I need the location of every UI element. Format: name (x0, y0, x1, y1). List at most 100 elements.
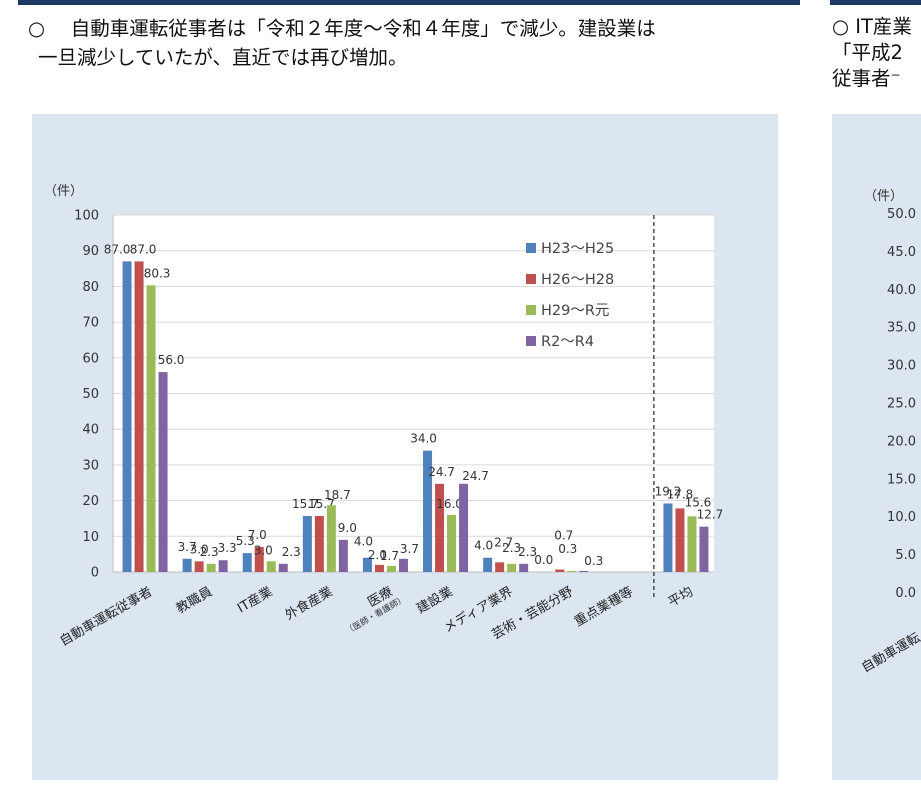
bar-1-2 (254, 547, 264, 572)
slide-heading: ○ 自動車運転従事者は「令和２年度～令和４年度」で減少。建設業は 一旦減少してい… (28, 14, 656, 72)
data-label-2-2: 3.0 (254, 543, 273, 557)
bar-3-6 (519, 563, 529, 572)
y-tick-label: 50 (82, 387, 99, 402)
legend-swatch-0 (526, 243, 536, 253)
bar-0-4 (362, 557, 372, 572)
bar-1-3 (314, 515, 324, 572)
data-label-3-3: 9.0 (338, 521, 357, 535)
category-label-2: IT産業 (235, 584, 276, 617)
top-accent-bar-right (830, 0, 921, 5)
data-label-1-9: 17.8 (667, 487, 694, 501)
bar-0-0 (122, 261, 132, 572)
y-tick-label: 20 (82, 494, 99, 509)
data-label-3-6: 2.3 (518, 545, 537, 559)
y-tick-label: 60 (82, 351, 99, 366)
right-y-tick-label: 20.0 (887, 434, 916, 449)
chart-panel-right (832, 114, 921, 780)
x-tick-label: 建設業 (414, 584, 456, 617)
right-y-tick-label: 0.0 (895, 586, 916, 601)
right-y-tick-label: 5.0 (895, 548, 916, 563)
bar-1-1 (194, 561, 204, 572)
data-label-0-7: 0.0 (534, 553, 553, 567)
data-label-3-2: 2.3 (282, 545, 301, 559)
x-tick-label: 重点業種等 (572, 584, 636, 630)
y-axis-unit: （件） (44, 184, 83, 199)
data-label-1-4: 2.0 (368, 548, 387, 562)
data-label-0-5: 34.0 (410, 432, 437, 446)
data-label-3-0: 56.0 (158, 353, 185, 367)
y-tick-label: 70 (82, 316, 99, 331)
y-tick-label: 30 (82, 458, 99, 473)
legend-label-3: R2～R4 (541, 334, 594, 350)
bar-3-4 (398, 558, 408, 572)
data-label-3-4: 3.7 (400, 542, 419, 556)
data-label-2-5: 16.0 (436, 497, 463, 511)
category-label-4: 医療（医師・看護師） (343, 584, 407, 637)
right-y-tick-label: 30.0 (887, 359, 916, 374)
category-label-3: 外食産業 (282, 584, 335, 624)
right-y-tick-label: 35.0 (887, 321, 916, 336)
data-label-0-1: 3.7 (178, 540, 197, 554)
bar-3-9 (699, 526, 709, 572)
category-label-0: 自動車運転従事者 (57, 584, 155, 649)
bar-3-5 (459, 483, 469, 572)
heading-line-2: 一旦減少していたが、直近では再び増加。 (38, 46, 408, 69)
y-tick-label: 90 (82, 244, 99, 259)
right-y-tick-label: 10.0 (887, 510, 916, 525)
right-category-label: 自動車運転 (859, 630, 921, 675)
right-y-tick-label: 25.0 (887, 397, 916, 412)
right-heading-line-1: ○ IT産業 (832, 15, 912, 38)
bar-2-2 (266, 561, 276, 572)
data-label-1-7: 0.7 (554, 529, 573, 543)
data-label-1-0: 87.0 (130, 242, 157, 256)
bar-3-2 (278, 563, 288, 572)
data-label-3-7: 0.3 (584, 554, 603, 568)
right-heading: ○ IT産業 「平成2 従事者⁻ (832, 14, 912, 92)
bar-3-3 (338, 539, 348, 572)
right-x-tick-label: 自動車運転 (859, 630, 921, 675)
right-heading-line-3: 従事者⁻ (832, 67, 901, 90)
bar-1-6 (495, 562, 505, 572)
data-label-1-6: 2.7 (494, 535, 513, 549)
bar-2-4 (386, 565, 396, 572)
right-y-tick-label: 40.0 (887, 283, 916, 298)
data-label-2-6: 2.3 (502, 541, 521, 555)
y-tick-label: 0 (91, 566, 99, 581)
data-label-3-9: 12.7 (697, 508, 724, 522)
bar-0-3 (302, 515, 312, 572)
bar-1-0 (134, 261, 144, 572)
legend-swatch-1 (526, 274, 536, 284)
data-label-0-3: 15.7 (292, 497, 319, 511)
bar-1-9 (675, 508, 685, 572)
legend-label-0: H23～H25 (541, 241, 614, 257)
top-accent-bar (18, 0, 800, 5)
category-label-9: 平均 (666, 584, 696, 610)
bar-0-5 (423, 450, 433, 572)
bar-2-0 (146, 285, 156, 572)
bar-3-0 (158, 372, 168, 572)
right-heading-line-2: 「平成2 (832, 41, 903, 64)
data-label-2-4: 1.7 (380, 549, 399, 563)
bar-3-7 (579, 570, 589, 572)
bar-1-5 (435, 483, 445, 572)
bar-2-6 (507, 563, 517, 572)
x-tick-label: 外食産業 (282, 584, 335, 624)
y-tick-label: 10 (82, 530, 99, 545)
x-tick-label: IT産業 (235, 584, 276, 617)
bar-2-5 (447, 514, 457, 572)
bar-3-1 (218, 560, 228, 572)
y-tick-label: 40 (82, 423, 99, 438)
y-tick-label: 100 (74, 209, 99, 224)
data-label-0-6: 4.0 (474, 539, 493, 553)
bar-1-7 (555, 569, 565, 572)
bar-2-3 (326, 505, 336, 572)
data-label-1-5: 24.7 (428, 465, 455, 479)
right-y-tick-label: 15.0 (887, 472, 916, 487)
data-label-2-3: 18.7 (324, 488, 351, 502)
bar-2-7 (567, 570, 577, 572)
right-y-tick-label: 45.0 (887, 245, 916, 260)
y-tick-label: 80 (82, 280, 99, 295)
data-label-0-9: 19.2 (655, 484, 682, 498)
legend-label-1: H26～H28 (541, 272, 614, 288)
bar-0-2 (242, 553, 252, 572)
